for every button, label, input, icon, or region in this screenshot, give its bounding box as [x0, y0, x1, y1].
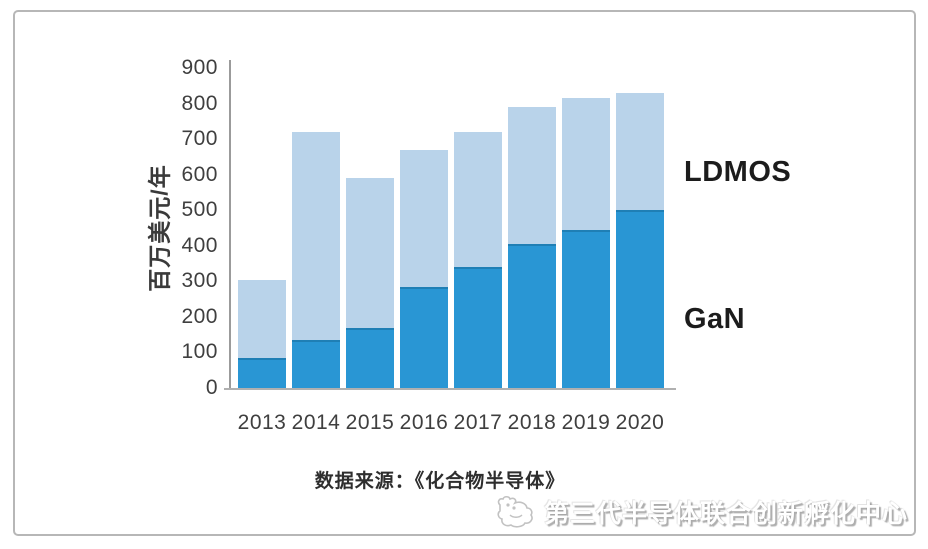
y-tick-label-900: 900: [181, 56, 218, 79]
y-tick-label-700: 700: [181, 127, 218, 151]
bar-2016: [400, 149, 448, 388]
series-label-gan: GaN: [684, 303, 746, 335]
bar-2019-ldmos-segment: [562, 98, 610, 230]
y-tick-label-0: 0: [205, 376, 218, 399]
y-tick-label-600: 600: [181, 162, 218, 186]
x-tick-label-2015: 2015: [345, 411, 395, 434]
bar-2014-ldmos-segment: [292, 132, 340, 340]
bar-2015-ldmos-segment: [346, 178, 394, 328]
data-source-caption: 数据来源：《化合物半导体》: [314, 471, 566, 492]
y-tick-label-200: 200: [181, 304, 218, 328]
bar-2014-gan-segment: [292, 340, 340, 388]
y-tick-label-100: 100: [181, 340, 218, 364]
bar-2020: [616, 92, 664, 388]
x-tick-label-2018: 2018: [507, 411, 557, 434]
y-tick-label-800: 800: [181, 91, 218, 115]
x-axis-line: [224, 388, 676, 390]
x-tick-label-2016: 2016: [399, 411, 449, 434]
bar-2019: [562, 98, 610, 388]
incubator-logo-icon: [496, 495, 538, 529]
bar-2017: [454, 132, 502, 388]
bar-2014: [292, 132, 340, 388]
bar-2018: [508, 107, 556, 388]
bar-2020-gan-segment: [616, 210, 664, 388]
bar-2018-gan-segment: [508, 244, 556, 388]
bar-2020-ldmos-segment: [616, 92, 664, 211]
watermark: 第三代半导体联合创新孵化中心: [496, 494, 908, 530]
bar-2013-ldmos-segment: [238, 279, 286, 358]
bar-2017-ldmos-segment: [454, 132, 502, 268]
bar-2015: [346, 178, 394, 388]
watermark-text: 第三代半导体联合创新孵化中心: [543, 500, 908, 528]
bar-2018-ldmos-segment: [508, 107, 556, 244]
x-tick-label-2013: 2013: [237, 411, 287, 434]
series-label-ldmos: LDMOS: [684, 156, 792, 188]
x-tick-label-2019: 2019: [561, 411, 611, 434]
bar-2019-gan-segment: [562, 229, 610, 388]
bar-2016-gan-segment: [400, 286, 448, 388]
bar-2013: [238, 279, 286, 388]
x-tick-label-2020: 2020: [615, 411, 665, 434]
y-tick-label-400: 400: [181, 233, 218, 257]
bar-2016-ldmos-segment: [400, 149, 448, 287]
y-tick-label-500: 500: [181, 198, 218, 222]
x-tick-label-2014: 2014: [291, 411, 341, 434]
bar-2013-gan-segment: [238, 357, 286, 388]
bar-2017-gan-segment: [454, 267, 502, 388]
y-tick-label-300: 300: [181, 269, 218, 293]
y-axis-line: [229, 60, 231, 390]
x-tick-label-2017: 2017: [453, 411, 503, 434]
bar-2015-gan-segment: [346, 327, 394, 388]
plot-area: [230, 68, 672, 388]
image-border-frame: [13, 10, 916, 536]
